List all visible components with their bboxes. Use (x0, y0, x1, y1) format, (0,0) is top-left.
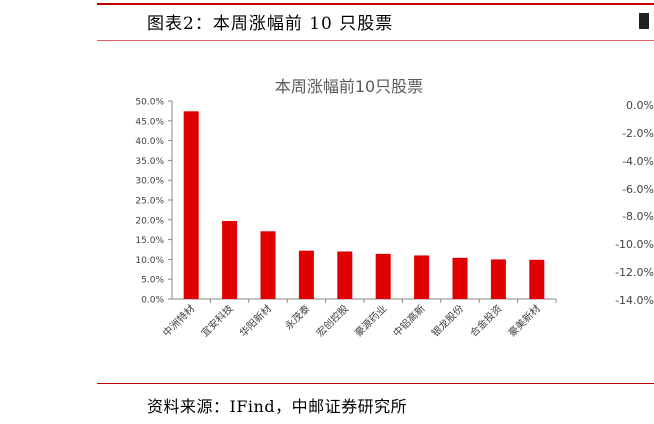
x-tick-label: 中铝高新 (390, 302, 427, 339)
top-rule (97, 3, 654, 5)
cropped-figure-marker (639, 13, 649, 29)
title-rule (97, 40, 654, 41)
right-y-tick-label: -4.0% (622, 154, 654, 168)
right-y-tick-label: 0.0% (626, 99, 654, 112)
y-tick-label: 30.0% (135, 177, 164, 187)
bar (375, 253, 391, 299)
right-y-tick-label: -12.0% (615, 266, 654, 280)
x-tick-label: 华阳新材 (237, 302, 274, 339)
bar (337, 251, 353, 299)
bar (183, 111, 199, 300)
x-tick-label: 永茂泰 (282, 302, 312, 332)
y-tick-label: 0.0% (141, 296, 164, 306)
right-y-tick-label: -2.0% (622, 126, 654, 140)
right-y-tick-label: -14.0% (615, 294, 654, 307)
y-tick-label: 35.0% (135, 157, 164, 167)
bar (490, 259, 506, 299)
x-tick-label: 宜安科技 (198, 302, 235, 339)
right-chart-y-axis: 0.0% -2.0% -4.0% -6.0% -8.0% -10.0% -12.0% -14.… (596, 96, 654, 316)
bar (529, 259, 545, 299)
bar (298, 250, 314, 299)
bar (260, 231, 276, 299)
bars (183, 111, 545, 300)
x-tick-label: 银龙股份 (429, 302, 466, 339)
y-tick-label: 45.0% (135, 117, 164, 127)
x-axis-labels: 中洲特材 宜安科技 华阳新材 永茂泰 宏创控股 豪源药业 中铝高新 银龙股份 合金投资 豪美新材 (160, 299, 557, 339)
x-tick-label: 合金投资 (467, 302, 504, 339)
y-tick-label: 10.0% (135, 256, 164, 266)
y-tick-label: 40.0% (135, 137, 164, 147)
y-tick-label: 15.0% (135, 236, 164, 246)
y-axis-ticks: 0.0% 5.0% 10.0% 15.0% 20.0% 25.0% 30.0% 35.0% 40… (135, 98, 172, 306)
bar (414, 255, 430, 299)
y-tick-label: 50.0% (135, 98, 164, 108)
source-note: 资料来源：IFind，中邮证券研究所 (147, 397, 408, 416)
y-tick-label: 25.0% (135, 197, 164, 207)
x-tick-label: 中洲特材 (160, 302, 197, 339)
x-tick-label: 宏创控股 (313, 302, 350, 339)
y-tick-label: 20.0% (135, 216, 164, 226)
right-y-tick-label: -8.0% (622, 210, 654, 224)
right-y-tick-label: -6.0% (622, 182, 654, 196)
y-tick-label: 5.0% (141, 276, 164, 286)
right-y-tick-label: -10.0% (615, 238, 654, 252)
figure-title: 图表2：本周涨幅前 10 只股票 (147, 14, 394, 34)
bar (222, 220, 238, 299)
bottom-rule (97, 383, 654, 384)
x-tick-label: 豪美新材 (505, 302, 542, 339)
x-tick-label: 豪源药业 (352, 302, 389, 339)
bar (452, 257, 468, 299)
chart-title: 本周涨幅前10只股票 (275, 77, 423, 96)
